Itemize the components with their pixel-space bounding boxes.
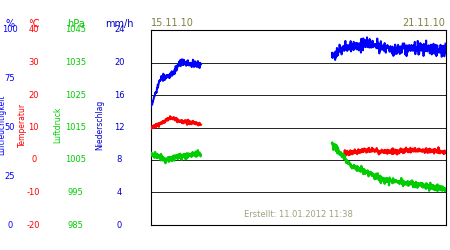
Text: 21.11.10: 21.11.10	[403, 18, 446, 28]
Text: %: %	[5, 19, 14, 29]
Text: 75: 75	[4, 74, 15, 83]
Text: 20: 20	[28, 90, 39, 100]
Text: Niederschlag: Niederschlag	[95, 100, 104, 150]
Text: °C: °C	[28, 19, 40, 29]
Text: -20: -20	[27, 220, 40, 230]
Text: 50: 50	[4, 123, 15, 132]
Text: Erstellt: 11.01.2012 11:38: Erstellt: 11.01.2012 11:38	[244, 210, 352, 219]
Text: 4: 4	[117, 188, 122, 197]
Text: 8: 8	[117, 156, 122, 164]
Text: Luftfeuchtigkeit: Luftfeuchtigkeit	[0, 95, 7, 155]
Text: 985: 985	[68, 220, 84, 230]
Text: 1025: 1025	[65, 90, 86, 100]
Text: 12: 12	[114, 123, 125, 132]
Text: 10: 10	[28, 123, 39, 132]
Text: 1005: 1005	[65, 156, 86, 164]
Text: -10: -10	[27, 188, 40, 197]
Text: 100: 100	[2, 26, 18, 35]
Text: mm/h: mm/h	[105, 19, 134, 29]
Text: Luftdruck: Luftdruck	[53, 107, 62, 143]
Text: 20: 20	[114, 58, 125, 67]
Text: 0: 0	[7, 220, 13, 230]
Text: 24: 24	[114, 26, 125, 35]
Text: 15.11.10: 15.11.10	[151, 18, 194, 28]
Text: 0: 0	[31, 156, 36, 164]
Text: 1035: 1035	[65, 58, 86, 67]
Text: 995: 995	[68, 188, 84, 197]
Text: 0: 0	[117, 220, 122, 230]
Text: 25: 25	[4, 172, 15, 181]
Text: 40: 40	[28, 26, 39, 35]
Text: 1015: 1015	[65, 123, 86, 132]
Text: 1045: 1045	[65, 26, 86, 35]
Text: 16: 16	[114, 90, 125, 100]
Text: Temperatur: Temperatur	[18, 103, 27, 147]
Text: hPa: hPa	[67, 19, 85, 29]
Text: 30: 30	[28, 58, 39, 67]
